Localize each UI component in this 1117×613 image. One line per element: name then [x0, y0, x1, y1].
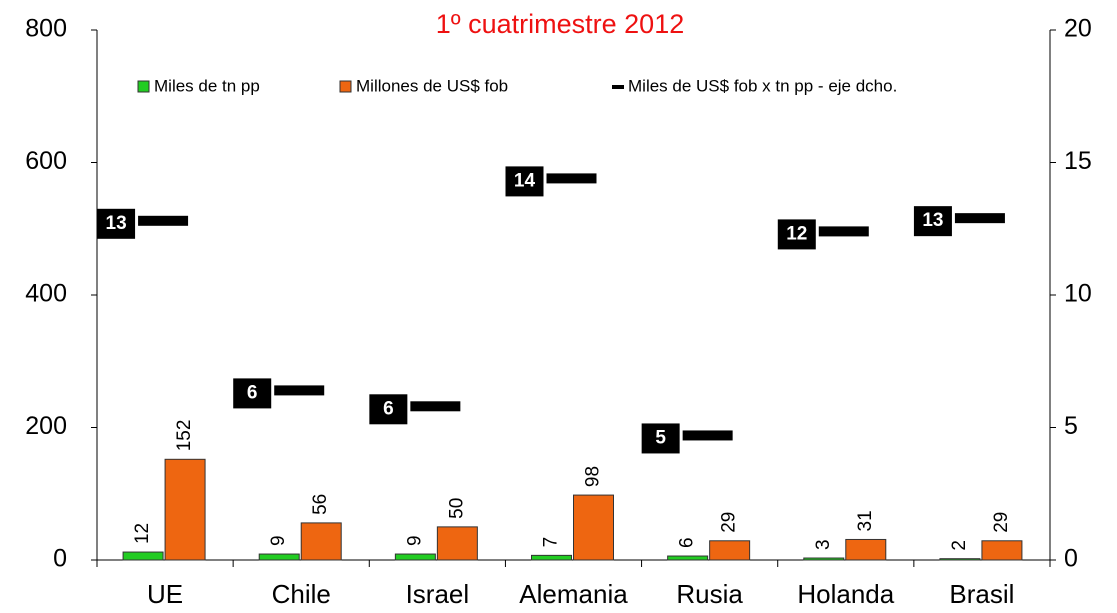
x-tick-label: Holanda: [797, 579, 894, 609]
line-marker: [410, 401, 461, 412]
value-label-box: [913, 206, 952, 237]
bar: [122, 551, 164, 561]
bar: [939, 558, 981, 561]
y2-tick-label: 0: [1064, 545, 1078, 573]
value-label: 14: [514, 170, 536, 191]
value-label: 9: [404, 535, 425, 546]
line-marker: [274, 385, 325, 396]
x-tick-label: Chile: [272, 579, 331, 609]
y-tick-label: 0: [53, 545, 67, 573]
line-marker: [546, 173, 597, 184]
bar: [164, 458, 206, 561]
value-label-box: [369, 394, 408, 425]
bar: [300, 522, 342, 561]
value-label: 13: [106, 213, 127, 234]
line-marker: [954, 213, 1005, 224]
value-label: 12: [132, 523, 153, 544]
value-label: 3: [813, 539, 834, 550]
y-tick-label: 400: [25, 280, 67, 308]
y2-tick-label: 20: [1064, 15, 1092, 43]
line-marker: [138, 215, 189, 226]
value-label: 152: [174, 420, 195, 452]
y2-tick-label: 15: [1064, 147, 1092, 175]
value-label-box: [505, 166, 544, 197]
legend-label: Millones de US$ fob: [356, 76, 508, 95]
value-label-box: [777, 219, 816, 250]
legend-label: Miles de tn pp: [154, 76, 260, 95]
bar: [803, 557, 845, 561]
value-label-box: [641, 423, 680, 454]
bar: [258, 553, 300, 561]
bar: [531, 554, 572, 561]
value-label: 7: [541, 537, 562, 548]
y-tick-label: 600: [25, 147, 67, 175]
value-label: 56: [310, 494, 331, 515]
legend-label: Miles de US$ fob x tn pp - eje dcho.: [628, 76, 897, 95]
x-tick-label: Alemania: [519, 579, 628, 609]
x-tick-label: UE: [147, 579, 183, 609]
legend-marker: [339, 80, 352, 93]
bar: [394, 553, 436, 561]
value-label: 31: [855, 510, 876, 531]
value-label: 12: [786, 223, 807, 244]
value-label: 29: [719, 512, 740, 533]
value-label: 50: [446, 498, 467, 519]
line-marker: [818, 226, 869, 237]
y-tick-label: 200: [25, 412, 67, 440]
value-label: 2: [949, 540, 970, 551]
value-label-box: [233, 378, 272, 409]
legend-marker: [612, 85, 624, 89]
value-label: 6: [383, 398, 394, 419]
value-label: 9: [268, 535, 289, 546]
line-marker: [682, 430, 733, 441]
value-label: 5: [655, 427, 666, 448]
bar: [436, 526, 478, 561]
bar: [667, 555, 709, 561]
bar: [573, 494, 614, 561]
value-label: 29: [991, 512, 1012, 533]
value-label: 98: [583, 466, 604, 487]
x-tick-label: Rusia: [676, 579, 743, 609]
y2-tick-label: 10: [1064, 280, 1092, 308]
chart-title: 1º cuatrimestre 2012: [436, 9, 684, 39]
bar: [981, 540, 1023, 561]
bar: [709, 540, 751, 561]
y2-tick-label: 5: [1064, 412, 1078, 440]
legend-marker: [137, 80, 150, 93]
value-label: 13: [922, 210, 943, 231]
value-label: 6: [247, 382, 258, 403]
x-tick-label: Israel: [406, 579, 470, 609]
x-tick-label: Brasil: [949, 579, 1014, 609]
bar: [845, 538, 887, 561]
value-label: 6: [677, 537, 698, 548]
y-tick-label: 800: [25, 15, 67, 43]
value-label-box: [97, 208, 136, 239]
